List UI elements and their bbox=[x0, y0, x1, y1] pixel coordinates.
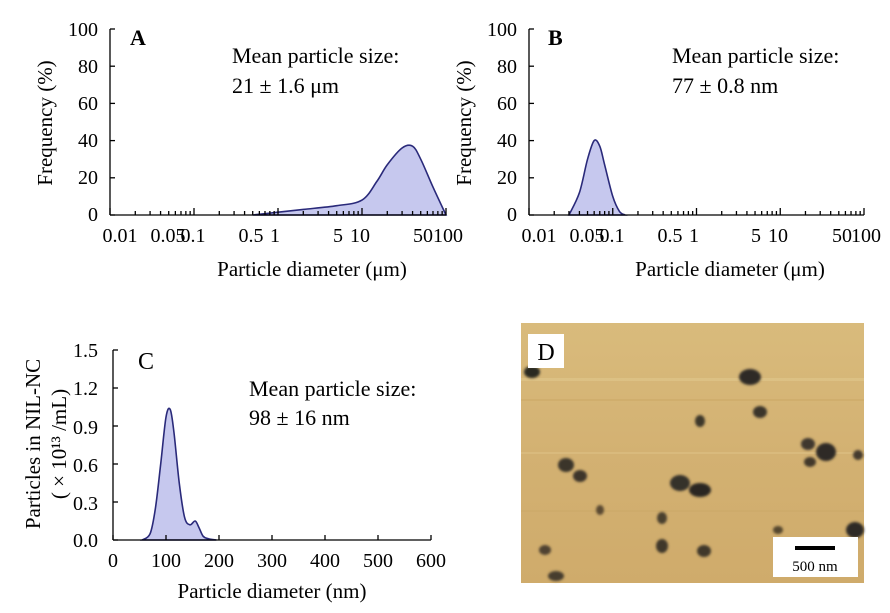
a-xtick: 0.1 bbox=[181, 225, 206, 247]
b-xtick: 0.5 bbox=[658, 225, 683, 247]
afm-particles bbox=[524, 366, 864, 581]
c-ytick: 1.5 bbox=[73, 340, 98, 362]
b-xtick: 0.1 bbox=[600, 225, 625, 247]
b-annotation-line2: 77 ± 0.8 nm bbox=[672, 73, 778, 98]
a-xtick: 50 bbox=[413, 225, 433, 247]
b-xtick: 10 bbox=[768, 225, 788, 247]
c-ytick: 0.0 bbox=[73, 530, 98, 552]
scale-bar-box bbox=[773, 537, 858, 577]
chart-layer bbox=[109, 28, 865, 541]
a-xlabel: Particle diameter (μm) bbox=[217, 257, 407, 281]
b-ytick: 60 bbox=[497, 93, 517, 115]
b-xtick: 5 bbox=[751, 225, 761, 247]
d-label-box bbox=[528, 334, 564, 368]
b-xtick: 100 bbox=[851, 225, 881, 247]
b-xtick: 50 bbox=[832, 225, 852, 247]
a-ylabel: Frequency (%) bbox=[33, 60, 57, 185]
c-xtick: 200 bbox=[204, 550, 234, 572]
b-xtick: 0.01 bbox=[522, 225, 557, 247]
panel-b: 100 80 60 40 20 0 Frequency (%) B Mean p… bbox=[452, 19, 881, 281]
a-ytick: 0 bbox=[88, 204, 98, 226]
c-ytick: 0.3 bbox=[73, 493, 98, 515]
panel-a: 100 80 60 40 20 0 Frequency (%) A Mean p… bbox=[33, 19, 463, 281]
b-panel-label: B bbox=[548, 25, 563, 50]
a-ytick: 80 bbox=[78, 56, 98, 78]
a-xtick: 0.5 bbox=[239, 225, 264, 247]
b-ytick: 0 bbox=[507, 204, 517, 226]
a-annotation-line1: Mean particle size: bbox=[232, 43, 399, 68]
c-ylabel-line1: Particles in NIL-NC bbox=[21, 359, 45, 529]
b-size-distribution-area bbox=[567, 139, 628, 216]
a-xtick: 1 bbox=[270, 225, 280, 247]
c-ytick: 0.6 bbox=[73, 455, 98, 477]
c-annotation-line1: Mean particle size: bbox=[249, 376, 416, 401]
c-ytick: 1.2 bbox=[73, 378, 98, 400]
c-xtick: 600 bbox=[416, 550, 446, 572]
b-ytick: 80 bbox=[497, 56, 517, 78]
a-ytick: 60 bbox=[78, 93, 98, 115]
b-xtick: 0.05 bbox=[570, 225, 605, 247]
b-xlabel: Particle diameter (μm) bbox=[635, 257, 825, 281]
panel-c: 1.5 1.2 0.9 0.6 0.3 0.0 Particles in NIL… bbox=[21, 340, 446, 603]
a-xtick: 100 bbox=[433, 225, 463, 247]
c-ylabel-line2: ( × 10¹³ /mL) bbox=[47, 389, 71, 499]
a-annotation-line2: 21 ± 1.6 μm bbox=[232, 73, 339, 98]
a-size-distribution-area bbox=[252, 144, 448, 216]
c-xtick: 300 bbox=[257, 550, 287, 572]
a-xtick: 0.05 bbox=[151, 225, 186, 247]
c-xlabel: Particle diameter (nm) bbox=[178, 579, 367, 603]
b-ytick: 100 bbox=[487, 19, 517, 41]
a-ytick: 100 bbox=[68, 19, 98, 41]
b-annotation-line1: Mean particle size: bbox=[672, 43, 839, 68]
c-panel-label: C bbox=[138, 349, 154, 375]
c-ytick: 0.9 bbox=[73, 417, 98, 439]
b-ylabel: Frequency (%) bbox=[452, 60, 476, 185]
b-ytick: 40 bbox=[497, 130, 517, 152]
afm-streaks bbox=[521, 378, 864, 512]
a-xtick: 10 bbox=[350, 225, 370, 247]
a-panel-label: A bbox=[130, 25, 146, 50]
a-ytick: 40 bbox=[78, 130, 98, 152]
a-ytick: 20 bbox=[78, 167, 98, 189]
b-xtick: 1 bbox=[689, 225, 699, 247]
c-xtick: 100 bbox=[151, 550, 181, 572]
a-xtick: 0.01 bbox=[103, 225, 138, 247]
d-panel-label: D bbox=[537, 340, 554, 366]
c-size-distribution-area bbox=[139, 407, 217, 541]
c-xtick: 0 bbox=[108, 550, 118, 572]
a-xtick: 5 bbox=[333, 225, 343, 247]
c-xtick: 400 bbox=[310, 550, 340, 572]
panel-d-image: D 500 nm bbox=[521, 323, 864, 583]
b-ytick: 20 bbox=[497, 167, 517, 189]
scale-bar bbox=[795, 546, 835, 550]
c-annotation-line2: 98 ± 16 nm bbox=[249, 405, 350, 430]
scale-bar-label: 500 nm bbox=[792, 559, 838, 575]
c-xtick: 500 bbox=[363, 550, 393, 572]
